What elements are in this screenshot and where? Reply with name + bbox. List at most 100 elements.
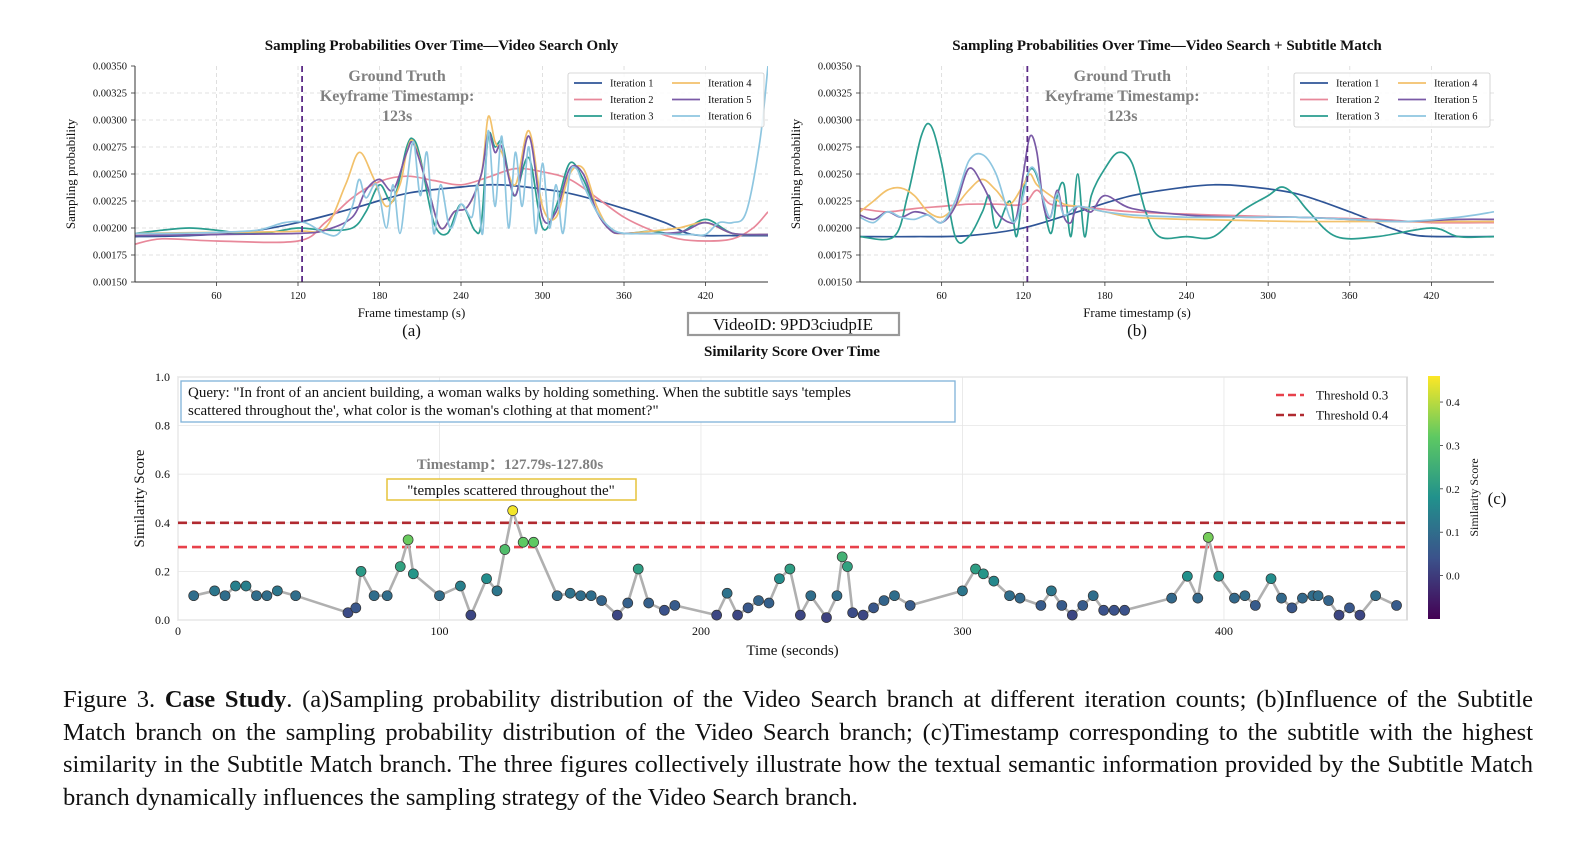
- x-tick-label: 300: [535, 291, 551, 302]
- peak-timestamp-label: Timestamp：127.79s-127.80s: [417, 457, 604, 473]
- data-point: [805, 590, 817, 602]
- x-tick-label: 180: [1097, 291, 1113, 302]
- legend-label: Iteration 1: [610, 79, 653, 90]
- x-tick-label: 200: [692, 624, 710, 638]
- y-tick-label: 0.00225: [93, 197, 127, 208]
- y-tick-label: 0.00350: [93, 62, 127, 73]
- legend-box: [1293, 72, 1491, 128]
- data-point: [904, 600, 916, 611]
- x-tick-label: 240: [453, 291, 469, 302]
- data-point: [251, 590, 262, 602]
- y-tick-label: 0.0: [155, 613, 170, 627]
- data-point: [219, 590, 231, 602]
- legend-box: [567, 72, 765, 128]
- data-point: [499, 544, 511, 555]
- data-point: [368, 590, 380, 602]
- legend-label: Iteration 5: [708, 95, 751, 106]
- peak-subtitle-frame: [386, 478, 637, 501]
- caption-prefix: Figure 3.: [63, 686, 165, 713]
- caption-bold: Case Study: [164, 686, 287, 713]
- data-point: [1181, 570, 1193, 582]
- data-point: [721, 587, 733, 599]
- y-tick-label: 0.00350: [818, 62, 852, 73]
- gt-annotation-line: 123s: [382, 108, 412, 125]
- data-point: [455, 580, 466, 592]
- data-point: [711, 609, 723, 621]
- y-tick-label: 1.0: [155, 370, 170, 384]
- data-point: [491, 585, 503, 597]
- data-point: [596, 595, 607, 606]
- data-point: [842, 561, 853, 572]
- legend-label: Threshold 0.3: [1316, 388, 1388, 403]
- x-tick-label: 0: [175, 624, 181, 638]
- data-point: [1276, 592, 1287, 604]
- data-point: [1249, 600, 1261, 611]
- series-line-4: [860, 173, 1494, 223]
- series-line-5: [860, 134, 1494, 225]
- data-point: [342, 607, 354, 619]
- panel-b: 0.00150 0.00175 0.00200 0.00225 0.00250 0.002…: [788, 38, 1494, 340]
- data-point: [1046, 585, 1057, 597]
- series-line-6: [860, 152, 1494, 224]
- y-tick-label: 0.00175: [818, 251, 852, 262]
- x-tick-label: 300: [953, 624, 971, 638]
- data-point: [988, 575, 1000, 587]
- gt-annotation-line: Keyframe Timestamp:: [320, 88, 474, 105]
- series-group: [860, 122, 1494, 244]
- legend-label: Iteration 3: [1336, 112, 1379, 123]
- data-point: [889, 590, 900, 602]
- legend-label: Iteration 2: [610, 95, 653, 106]
- x-axis-label: Time (seconds): [746, 643, 838, 659]
- data-point: [394, 561, 406, 572]
- data-point: [407, 568, 419, 580]
- series-line-1: [860, 183, 1494, 238]
- y-tick-label: 0.6: [155, 467, 170, 481]
- data-point: [481, 573, 492, 585]
- data-point: [847, 607, 858, 619]
- data-point: [1354, 609, 1366, 621]
- y-axis-label: Similarity Score: [132, 449, 148, 547]
- x-tick-label: 100: [430, 624, 448, 638]
- y-tick-label: 0.00250: [818, 170, 852, 181]
- y-tick-label: 0.00200: [93, 224, 127, 235]
- data-point: [659, 604, 670, 616]
- data-point: [1192, 592, 1204, 604]
- data-point: [970, 563, 981, 575]
- y-tick-label: 0.00175: [93, 251, 127, 262]
- data-point: [1119, 604, 1130, 616]
- data-point: [350, 602, 362, 614]
- gt-annotation-line: Ground Truth: [348, 68, 445, 85]
- data-point: [836, 551, 848, 563]
- x-axis-label: Frame timestamp (s): [358, 305, 466, 320]
- data-point: [1202, 532, 1214, 543]
- colorbar-tick-label: 0.1: [1446, 527, 1460, 539]
- data-point: [831, 590, 843, 602]
- y-tick-label: 0.00275: [93, 143, 127, 154]
- data-point: [878, 595, 890, 606]
- x-tick-label: 300: [1260, 291, 1276, 302]
- y-tick-label: 0.00325: [93, 89, 127, 100]
- x-tick-label: 180: [372, 291, 388, 302]
- x-tick-label: 120: [1015, 291, 1031, 302]
- data-point: [575, 590, 587, 602]
- data-point: [1323, 595, 1334, 606]
- colorbar-tick-label: 0.0: [1446, 571, 1460, 583]
- data-point: [564, 587, 576, 599]
- data-point: [1370, 590, 1381, 602]
- series-line-3: [860, 122, 1494, 244]
- data-point: [1098, 604, 1110, 616]
- data-point: [1056, 600, 1068, 611]
- data-point: [528, 536, 539, 548]
- panel-c: Similarity Score Over Time 0.0 0.2 0.4 0.6 0.…: [132, 344, 1506, 659]
- colorbar-tick-label: 0.4: [1446, 397, 1460, 409]
- x-tick-label: 240: [1179, 291, 1195, 302]
- data-point: [240, 580, 252, 592]
- data-point: [1297, 592, 1308, 604]
- panel-title: Sampling Probabilities Over Time—Video S…: [265, 38, 619, 54]
- similarity-trace: [193, 509, 1398, 619]
- y-tick-label: 0.00250: [93, 170, 127, 181]
- y-tick-label: 0.4: [155, 516, 170, 530]
- colorbar: 0.0 0.1 0.2 0.3 0.4 Similarity Score: [1428, 376, 1481, 619]
- x-tick-label: 60: [211, 291, 222, 302]
- data-point: [669, 600, 681, 611]
